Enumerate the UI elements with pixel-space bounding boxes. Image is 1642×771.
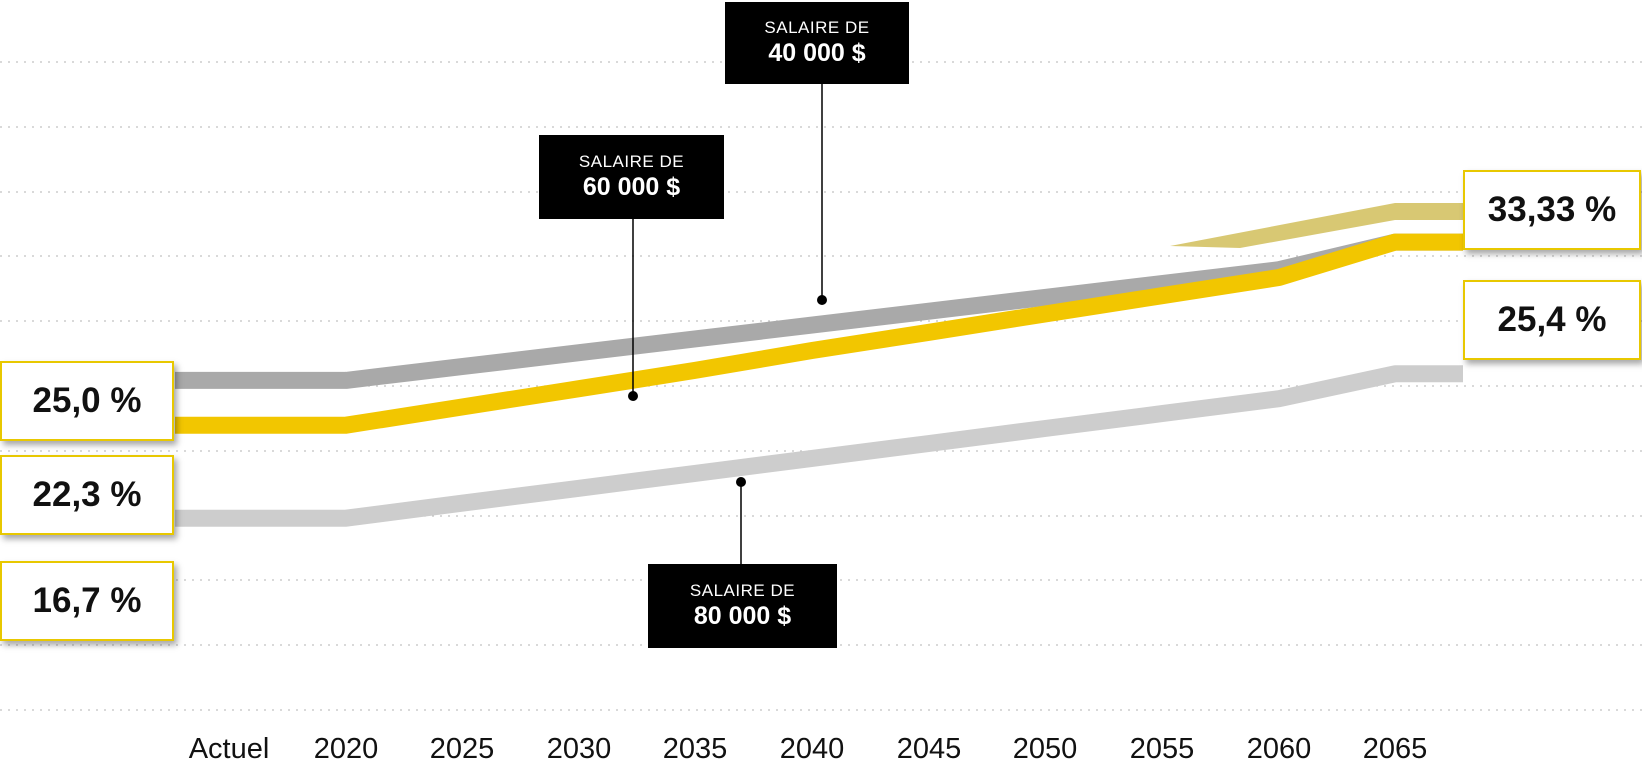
leader-dot-1: [628, 391, 638, 401]
start-value-label: 16,7 %: [0, 561, 174, 641]
start-value-label: 22,3 %: [0, 455, 174, 535]
x-tick-label: 2055: [1129, 733, 1195, 765]
series-line-0: [175, 233, 1463, 389]
x-tick-label: 2065: [1362, 733, 1428, 765]
x-tick-label: 2045: [896, 733, 962, 765]
series-line-2: [175, 365, 1463, 527]
leader-dot-0: [817, 295, 827, 305]
callout-40000-line1: SALAIRE DE: [764, 18, 870, 37]
callout-60000: SALAIRE DE 60 000 $: [539, 135, 724, 219]
leader-dot-2: [736, 477, 746, 487]
x-tick-label: 2035: [662, 733, 728, 765]
x-tick-label: 2050: [1012, 733, 1078, 765]
x-tick-label: 2060: [1246, 733, 1312, 765]
end-value-label: 25,4 %: [1463, 280, 1641, 360]
x-tick-label: 2020: [313, 733, 379, 765]
series-line-1: [175, 233, 1463, 434]
start-value-label: 25,0 %: [0, 361, 174, 441]
callout-60000-line1: SALAIRE DE: [578, 152, 685, 171]
callout-40000-line2: 40 000 $: [768, 39, 866, 67]
x-tick-label: 2030: [546, 733, 612, 765]
callout-60000-line2: 60 000 $: [582, 173, 681, 201]
x-tick-label: Actuel: [188, 733, 270, 765]
end-value-label: 33,33 %: [1463, 170, 1641, 250]
x-tick-label: 2040: [779, 733, 845, 765]
x-tick-label: 2025: [429, 733, 495, 765]
callout-80000: SALAIRE DE 80 000 $: [648, 564, 837, 648]
callout-80000-line1: SALAIRE DE: [689, 581, 796, 600]
callout-80000-line2: 80 000 $: [693, 602, 792, 630]
series-overlap-shade: [1170, 203, 1463, 248]
callout-40000: SALAIRE DE 40 000 $: [725, 2, 909, 84]
